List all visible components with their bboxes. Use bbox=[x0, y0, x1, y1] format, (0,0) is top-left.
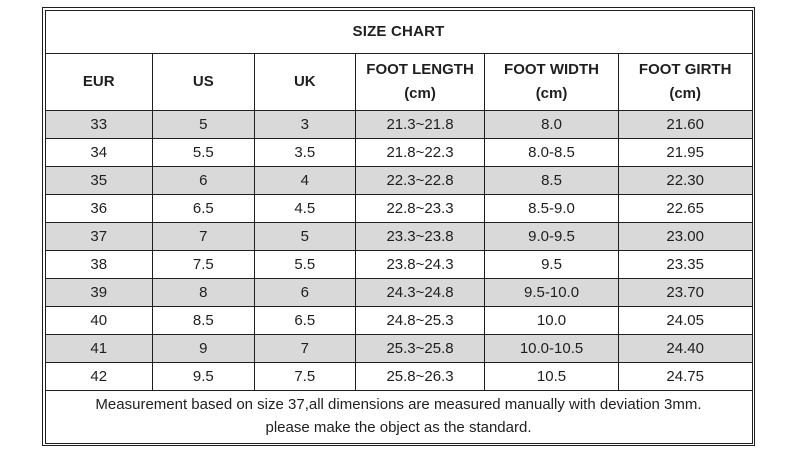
table-cell: 5.5 bbox=[253, 249, 356, 279]
table-cell: 22.30 bbox=[617, 165, 753, 195]
table-row: 38 7.5 5.5 23.8~24.3 9.5 23.35 bbox=[44, 249, 753, 279]
footnote-line-2: please make the object as the standard. bbox=[265, 418, 532, 436]
table-cell: 21.3~21.8 bbox=[354, 109, 486, 139]
table-cell: 5 bbox=[151, 109, 255, 139]
table-cell: 3 bbox=[253, 109, 356, 139]
table-cell: 22.65 bbox=[617, 193, 753, 223]
table-cell: 8.5-9.0 bbox=[484, 193, 619, 223]
table-cell: 4 bbox=[253, 165, 356, 195]
table-cell: 40 bbox=[44, 305, 153, 335]
table-cell: 37 bbox=[44, 221, 153, 251]
size-chart-panel: SIZE CHART EUR US UK FOOT LENGTH (cm) bbox=[42, 7, 755, 446]
table-cell: 10.0 bbox=[484, 305, 619, 335]
column-header-unit: (cm) bbox=[404, 84, 436, 102]
table-cell: 8.0 bbox=[484, 109, 619, 139]
column-header-label: FOOT LENGTH bbox=[366, 61, 474, 79]
table-cell: 7 bbox=[253, 333, 356, 363]
table-cell: 39 bbox=[44, 277, 153, 307]
table-cell: 23.35 bbox=[617, 249, 753, 279]
table-cell: 23.00 bbox=[617, 221, 753, 251]
column-header-label: US bbox=[192, 72, 214, 90]
column-header-us: US bbox=[151, 52, 255, 111]
table-row: 33 5 3 21.3~21.8 8.0 21.60 bbox=[44, 109, 753, 139]
table-cell: 21.95 bbox=[617, 137, 753, 167]
table-cell: 23.3~23.8 bbox=[354, 221, 486, 251]
table-cell: 22.8~23.3 bbox=[354, 193, 486, 223]
table-cell: 21.60 bbox=[617, 109, 753, 139]
table-cell: 8 bbox=[151, 277, 255, 307]
column-header-unit: (cm) bbox=[535, 84, 568, 102]
table-cell: 8.5 bbox=[151, 305, 255, 335]
table-cell: 23.70 bbox=[617, 277, 753, 307]
table-cell: 24.75 bbox=[617, 361, 753, 391]
footnote-row: Measurement based on size 37,all dimensi… bbox=[44, 389, 753, 444]
table-cell: 25.8~26.3 bbox=[354, 361, 486, 391]
table-cell: 41 bbox=[44, 333, 153, 363]
table-row: 42 9.5 7.5 25.8~26.3 10.5 24.75 bbox=[44, 361, 753, 391]
table-cell: 23.8~24.3 bbox=[354, 249, 486, 279]
table-cell: 42 bbox=[44, 361, 153, 391]
table-cell: 10.5 bbox=[484, 361, 619, 391]
title-row: SIZE CHART bbox=[44, 9, 753, 54]
table-cell: 6 bbox=[253, 277, 356, 307]
size-table-body: 33 5 3 21.3~21.8 8.0 21.60 34 5.5 3.5 21.8~22.3 8.… bbox=[44, 109, 753, 391]
table-cell: 24.05 bbox=[617, 305, 753, 335]
size-chart-table: SIZE CHART EUR US UK FOOT LENGTH (cm) bbox=[44, 9, 753, 444]
table-cell: 8.0-8.5 bbox=[484, 137, 619, 167]
table-cell: 8.5 bbox=[484, 165, 619, 195]
table-cell: 5 bbox=[253, 221, 356, 251]
column-header-label: FOOT GIRTH bbox=[638, 61, 732, 79]
table-cell: 9.5 bbox=[484, 249, 619, 279]
table-cell: 24.40 bbox=[617, 333, 753, 363]
column-header-label: UK bbox=[293, 72, 316, 90]
table-cell: 38 bbox=[44, 249, 153, 279]
table-cell: 24.8~25.3 bbox=[354, 305, 486, 335]
table-row: 41 9 7 25.3~25.8 10.0-10.5 24.40 bbox=[44, 333, 753, 363]
column-header-uk: UK bbox=[253, 52, 356, 111]
column-header-label: EUR bbox=[82, 72, 115, 90]
table-cell: 3.5 bbox=[253, 137, 356, 167]
table-cell: 5.5 bbox=[151, 137, 255, 167]
table-row: 34 5.5 3.5 21.8~22.3 8.0-8.5 21.95 bbox=[44, 137, 753, 167]
table-cell: 25.3~25.8 bbox=[354, 333, 486, 363]
column-header-foot-length: FOOT LENGTH (cm) bbox=[354, 52, 486, 111]
table-cell: 10.0-10.5 bbox=[484, 333, 619, 363]
table-cell: 35 bbox=[44, 165, 153, 195]
table-cell: 21.8~22.3 bbox=[354, 137, 486, 167]
table-row: 39 8 6 24.3~24.8 9.5-10.0 23.70 bbox=[44, 277, 753, 307]
table-cell: 6.5 bbox=[253, 305, 356, 335]
table-row: 35 6 4 22.3~22.8 8.5 22.30 bbox=[44, 165, 753, 195]
table-cell: 9.5 bbox=[151, 361, 255, 391]
column-header-label: FOOT WIDTH bbox=[504, 61, 600, 79]
table-cell: 6 bbox=[151, 165, 255, 195]
table-cell: 7.5 bbox=[253, 361, 356, 391]
table-cell: 4.5 bbox=[253, 193, 356, 223]
table-cell: 7.5 bbox=[151, 249, 255, 279]
table-cell: 22.3~22.8 bbox=[354, 165, 486, 195]
table-cell: 7 bbox=[151, 221, 255, 251]
footnote-line-1: Measurement based on size 37,all dimensi… bbox=[95, 396, 702, 413]
table-row: 36 6.5 4.5 22.8~23.3 8.5-9.0 22.65 bbox=[44, 193, 753, 223]
table-row: 37 7 5 23.3~23.8 9.0-9.5 23.00 bbox=[44, 221, 753, 251]
table-cell: 6.5 bbox=[151, 193, 255, 223]
column-header-eur: EUR bbox=[44, 52, 153, 111]
column-header-unit: (cm) bbox=[669, 84, 701, 102]
table-cell: 9.5-10.0 bbox=[484, 277, 619, 307]
page-title: SIZE CHART bbox=[44, 9, 753, 54]
table-cell: 9 bbox=[151, 333, 255, 363]
table-cell: 33 bbox=[44, 109, 153, 139]
table-cell: 9.0-9.5 bbox=[484, 221, 619, 251]
table-cell: 24.3~24.8 bbox=[354, 277, 486, 307]
table-cell: 36 bbox=[44, 193, 153, 223]
table-cell: 34 bbox=[44, 137, 153, 167]
column-header-foot-girth: FOOT GIRTH (cm) bbox=[617, 52, 753, 111]
column-header-foot-width: FOOT WIDTH (cm) bbox=[484, 52, 619, 111]
footnote: Measurement based on size 37,all dimensi… bbox=[44, 389, 753, 444]
header-row: EUR US UK FOOT LENGTH (cm) FOOT WIDTH bbox=[44, 52, 753, 111]
table-row: 40 8.5 6.5 24.8~25.3 10.0 24.05 bbox=[44, 305, 753, 335]
